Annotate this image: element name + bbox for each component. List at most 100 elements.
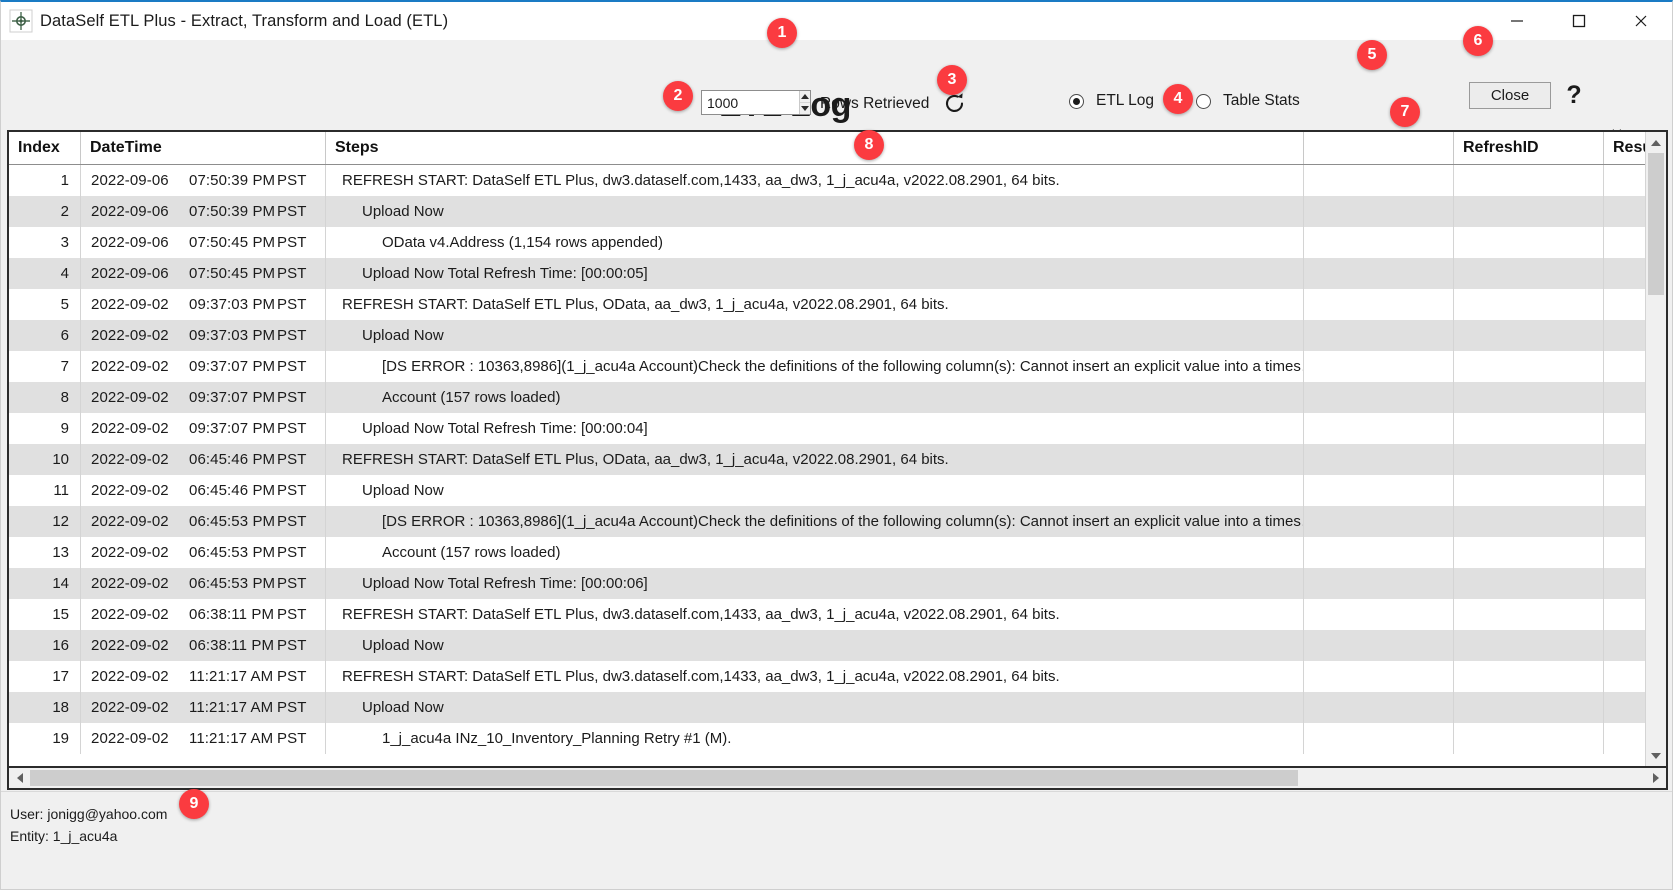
etl-log-grid[interactable]: Index DateTime Steps RefreshID ResultTy … <box>7 130 1668 768</box>
radio-table-stats-label[interactable]: Table Stats <box>1223 92 1300 109</box>
scroll-down-button[interactable] <box>1646 745 1666 766</box>
stepper-up-button[interactable] <box>799 91 810 103</box>
cell-blank <box>1304 227 1454 258</box>
chevron-up-icon <box>1651 139 1661 146</box>
vertical-scroll-track[interactable] <box>1646 153 1666 745</box>
horizontal-scrollbar[interactable] <box>7 768 1668 790</box>
cell-index: 11 <box>9 475 81 506</box>
cell-steps: Upload Now Total Refresh Time: [00:00:05… <box>326 258 1304 289</box>
cell-steps: Upload Now <box>326 630 1304 661</box>
cell-steps: Account (157 rows loaded) <box>326 537 1304 568</box>
radio-etl-log[interactable] <box>1069 93 1084 109</box>
cell-datetime: 2022-09-02 09:37:07 PM PST <box>81 382 326 413</box>
vertical-scrollbar[interactable] <box>1645 132 1666 766</box>
column-header-blank[interactable] <box>1304 132 1454 164</box>
table-row[interactable]: 9 2022-09-02 09:37:07 PM PST Upload Now Tota… <box>9 413 1666 444</box>
cell-index: 14 <box>9 568 81 599</box>
cell-refreshid <box>1454 196 1604 227</box>
cell-blank <box>1304 382 1454 413</box>
column-header-steps[interactable]: Steps <box>326 132 1304 164</box>
stepper-arrows[interactable] <box>798 91 810 115</box>
cell-datetime: 2022-09-02 06:45:53 PM PST <box>81 568 326 599</box>
chevron-left-icon <box>16 773 23 783</box>
cell-refreshid <box>1454 630 1604 661</box>
crosshair-icon <box>8 8 34 34</box>
radio-selected-dot <box>1073 97 1080 105</box>
column-header-refreshid[interactable]: RefreshID <box>1454 132 1604 164</box>
cell-datetime: 2022-09-02 09:37:03 PM PST <box>81 320 326 351</box>
cell-refreshid <box>1454 351 1604 382</box>
cell-datetime: 2022-09-02 06:45:53 PM PST <box>81 506 326 537</box>
cell-blank <box>1304 599 1454 630</box>
table-row[interactable]: 17 2022-09-02 11:21:17 AM PST REFRESH START:… <box>9 661 1666 692</box>
help-icon[interactable]: ? <box>1566 80 1582 109</box>
callout-badge-3: 3 <box>937 65 967 95</box>
scroll-up-button[interactable] <box>1646 132 1666 153</box>
cell-index: 18 <box>9 692 81 723</box>
horizontal-scroll-track[interactable] <box>30 768 1645 788</box>
table-row[interactable]: 18 2022-09-02 11:21:17 AM PST Upload Now <box>9 692 1666 723</box>
callout-badge-6: 6 <box>1463 26 1493 56</box>
table-row[interactable]: 5 2022-09-02 09:37:03 PM PST REFRESH START: … <box>9 289 1666 320</box>
cell-blank <box>1304 258 1454 289</box>
view-mode-radio-group[interactable]: ETL Log Table Stats <box>1069 92 1342 110</box>
cell-refreshid <box>1454 258 1604 289</box>
title-bar: DataSelf ETL Plus - Extract, Transform a… <box>1 2 1672 40</box>
table-row[interactable]: 19 2022-09-02 11:21:17 AM PST 1_j_acu4a INz_… <box>9 723 1666 754</box>
maximize-button[interactable] <box>1548 2 1610 40</box>
grid-body[interactable]: 1 2022-09-06 07:50:39 PM PST REFRESH START: … <box>9 165 1666 766</box>
cell-refreshid <box>1454 475 1604 506</box>
cell-index: 13 <box>9 537 81 568</box>
table-row[interactable]: 12 2022-09-02 06:45:53 PM PST [DS ERROR : 10… <box>9 506 1666 537</box>
cell-refreshid <box>1454 382 1604 413</box>
cell-refreshid <box>1454 692 1604 723</box>
rows-retrieved-label: Rows Retrieved <box>820 95 930 112</box>
table-row[interactable]: 15 2022-09-02 06:38:11 PM PST REFRESH START:… <box>9 599 1666 630</box>
cell-steps: 1_j_acu4a INz_10_Inventory_Planning Retr… <box>326 723 1304 754</box>
table-row[interactable]: 11 2022-09-02 06:45:46 PM PST Upload Now <box>9 475 1666 506</box>
rows-retrieved-stepper[interactable] <box>701 90 811 115</box>
window-controls <box>1486 2 1672 40</box>
cell-datetime: 2022-09-06 07:50:45 PM PST <box>81 258 326 289</box>
scroll-left-button[interactable] <box>9 768 30 788</box>
table-row[interactable]: 3 2022-09-06 07:50:45 PM PST OData v4.Addres… <box>9 227 1666 258</box>
cell-refreshid <box>1454 227 1604 258</box>
cell-refreshid <box>1454 537 1604 568</box>
rows-retrieved-input[interactable] <box>702 91 799 114</box>
triangle-down-icon <box>800 105 809 111</box>
status-bar: User: jonigg@yahoo.com Entity: 1_j_acu4a <box>1 791 1672 889</box>
cell-steps: [DS ERROR : 10363,8986](1_j_acu4a Accoun… <box>326 351 1304 382</box>
table-row[interactable]: 13 2022-09-02 06:45:53 PM PST Account (157 r… <box>9 537 1666 568</box>
cell-index: 12 <box>9 506 81 537</box>
scroll-right-button[interactable] <box>1645 768 1666 788</box>
cell-datetime: 2022-09-02 06:45:53 PM PST <box>81 537 326 568</box>
radio-table-stats[interactable] <box>1196 93 1212 109</box>
radio-etl-log-label[interactable]: ETL Log <box>1096 92 1155 109</box>
table-row[interactable]: 6 2022-09-02 09:37:03 PM PST Upload Now <box>9 320 1666 351</box>
cell-refreshid <box>1454 320 1604 351</box>
table-row[interactable]: 8 2022-09-02 09:37:07 PM PST Account (157 ro… <box>9 382 1666 413</box>
cell-refreshid <box>1454 599 1604 630</box>
column-header-datetime[interactable]: DateTime <box>81 132 326 164</box>
vertical-scroll-thumb[interactable] <box>1648 153 1664 295</box>
cell-refreshid <box>1454 413 1604 444</box>
cell-steps: Upload Now Total Refresh Time: [00:00:06… <box>326 568 1304 599</box>
cell-blank <box>1304 413 1454 444</box>
table-row[interactable]: 1 2022-09-06 07:50:39 PM PST REFRESH START: … <box>9 165 1666 196</box>
refresh-icon[interactable] <box>941 90 969 118</box>
table-row[interactable]: 2 2022-09-06 07:50:39 PM PST Upload Now <box>9 196 1666 227</box>
table-row[interactable]: 7 2022-09-02 09:37:07 PM PST [DS ERROR : 103… <box>9 351 1666 382</box>
close-button[interactable]: Close <box>1469 82 1551 109</box>
minimize-button[interactable] <box>1486 2 1548 40</box>
stepper-down-button[interactable] <box>800 103 810 115</box>
close-window-button[interactable] <box>1610 2 1672 40</box>
cell-blank <box>1304 196 1454 227</box>
table-row[interactable]: 4 2022-09-06 07:50:45 PM PST Upload Now Tota… <box>9 258 1666 289</box>
horizontal-scroll-thumb[interactable] <box>30 770 1298 786</box>
cell-steps: Upload Now Total Refresh Time: [00:00:04… <box>326 413 1304 444</box>
column-header-index[interactable]: Index <box>9 132 81 164</box>
table-row[interactable]: 16 2022-09-02 06:38:11 PM PST Upload Now <box>9 630 1666 661</box>
cell-refreshid <box>1454 723 1604 754</box>
table-row[interactable]: 14 2022-09-02 06:45:53 PM PST Upload Now Tot… <box>9 568 1666 599</box>
table-row[interactable]: 10 2022-09-02 06:45:46 PM PST REFRESH START:… <box>9 444 1666 475</box>
